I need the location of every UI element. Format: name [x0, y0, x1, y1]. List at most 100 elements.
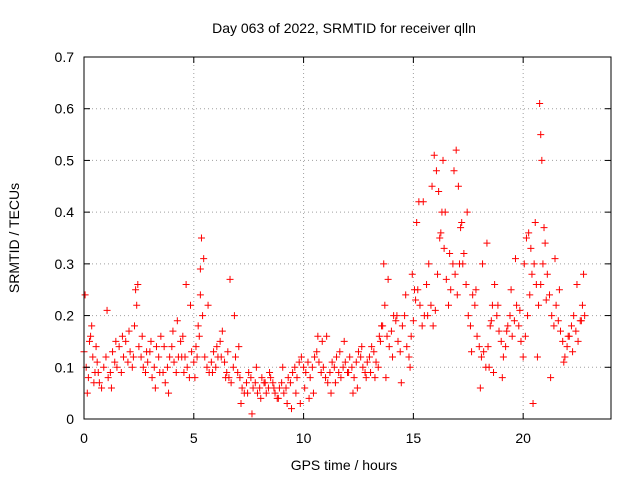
- data-point: [270, 384, 278, 392]
- data-point: [244, 389, 252, 397]
- data-point: [289, 368, 297, 376]
- data-point: [341, 358, 349, 366]
- data-point: [253, 389, 261, 397]
- data-point: [406, 363, 414, 371]
- data-point: [271, 389, 279, 397]
- data-point: [354, 348, 362, 356]
- data-point: [230, 312, 238, 320]
- data-point: [442, 275, 450, 283]
- data-point: [194, 322, 202, 330]
- data-point: [221, 358, 229, 366]
- data-point: [278, 379, 286, 387]
- data-point: [318, 337, 326, 345]
- data-point: [148, 374, 156, 382]
- y-tick-label: 0.3: [55, 256, 75, 272]
- data-point: [301, 384, 309, 392]
- data-point: [125, 327, 133, 335]
- data-point: [378, 322, 386, 330]
- data-point: [293, 374, 301, 382]
- data-point: [472, 286, 480, 294]
- data-point: [137, 353, 145, 361]
- data-point: [453, 291, 461, 299]
- data-point: [359, 363, 367, 371]
- data-point: [485, 363, 493, 371]
- y-tick-label: 0.5: [55, 152, 75, 168]
- data-point: [522, 234, 530, 242]
- data-point: [350, 374, 358, 382]
- data-point: [156, 368, 164, 376]
- data-point: [491, 281, 499, 289]
- data-point: [471, 301, 479, 309]
- data-point: [440, 244, 448, 252]
- data-point: [132, 286, 140, 294]
- data-point: [143, 348, 151, 356]
- data-point: [458, 218, 466, 226]
- data-point: [412, 296, 420, 304]
- data-point: [494, 301, 502, 309]
- data-point: [560, 358, 568, 366]
- data-point: [247, 374, 255, 382]
- y-tick-label: 0: [66, 411, 74, 427]
- data-point: [495, 327, 503, 335]
- data-point: [469, 291, 477, 299]
- data-point: [111, 358, 119, 366]
- y-tick-labels: 0 0.1 0.2 0.3 0.4 0.5 0.6 0.7: [55, 49, 75, 427]
- x-tick-label: 20: [515, 430, 531, 446]
- data-point: [383, 332, 391, 340]
- data-point: [306, 374, 314, 382]
- data-point: [460, 250, 468, 258]
- data-point: [437, 229, 445, 237]
- data-point: [538, 156, 546, 164]
- data-point: [569, 348, 577, 356]
- data-point: [510, 317, 518, 325]
- data-point: [224, 348, 232, 356]
- data-point: [242, 379, 250, 387]
- data-point: [249, 384, 257, 392]
- data-point: [322, 374, 330, 382]
- data-point: [504, 322, 512, 330]
- data-point: [540, 224, 548, 232]
- data-point: [188, 348, 196, 356]
- data-point: [502, 343, 510, 351]
- data-point: [517, 337, 525, 345]
- data-point: [261, 379, 269, 387]
- data-point: [207, 358, 215, 366]
- data-point: [314, 332, 322, 340]
- data-point: [466, 322, 474, 330]
- data-point: [358, 343, 366, 351]
- data-point: [539, 260, 547, 268]
- data-point: [527, 244, 535, 252]
- data-point: [165, 389, 173, 397]
- data-point: [387, 327, 395, 335]
- data-point: [124, 358, 132, 366]
- data-point: [296, 399, 304, 407]
- data-point: [410, 286, 418, 294]
- data-point: [394, 337, 402, 345]
- data-point: [163, 363, 171, 371]
- data-point: [367, 368, 375, 376]
- data-point: [113, 363, 121, 371]
- data-point: [155, 353, 163, 361]
- data-point: [402, 291, 410, 299]
- data-point: [424, 312, 432, 320]
- data-point: [93, 358, 101, 366]
- data-point: [368, 343, 376, 351]
- data-point: [269, 379, 277, 387]
- data-point: [531, 218, 539, 226]
- data-point: [117, 368, 125, 376]
- data-point: [335, 368, 343, 376]
- data-point: [274, 394, 282, 402]
- x-axis-label: GPS time / hours: [291, 457, 398, 473]
- data-point: [551, 255, 559, 263]
- data-point: [89, 353, 97, 361]
- data-point: [106, 368, 114, 376]
- data-point: [371, 374, 379, 382]
- data-point: [141, 368, 149, 376]
- data-point: [449, 260, 457, 268]
- data-point: [331, 379, 339, 387]
- data-point: [382, 374, 390, 382]
- data-point: [311, 353, 319, 361]
- data-point: [416, 301, 424, 309]
- data-point: [519, 353, 527, 361]
- data-point: [128, 363, 136, 371]
